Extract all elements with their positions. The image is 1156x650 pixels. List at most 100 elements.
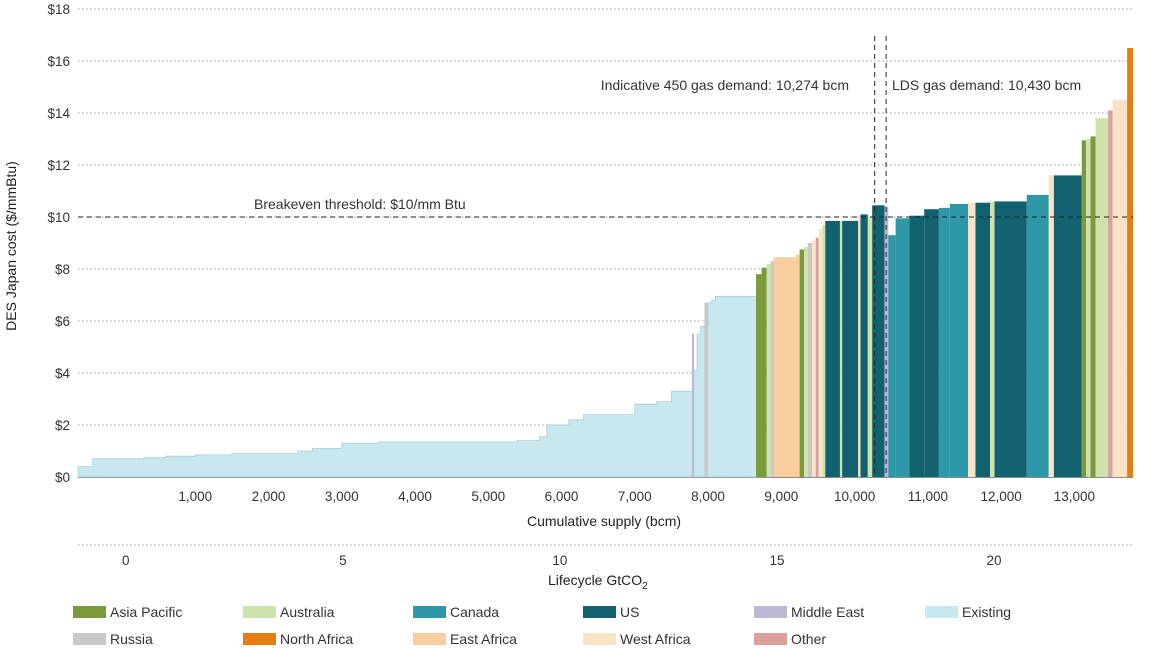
legend-label: Middle East (791, 604, 865, 620)
legend-swatch (754, 633, 787, 645)
legend-label: Russia (110, 631, 153, 647)
bar-canada (938, 207, 950, 477)
bar-australia (1086, 139, 1091, 477)
y-tick-label: $12 (47, 158, 70, 173)
legend-item: East Africa (413, 630, 517, 648)
bar-asia-pacific (761, 267, 767, 477)
bar-west-africa (968, 202, 976, 477)
x2-axis-label-subscript: 2 (642, 581, 648, 592)
bar-north-africa (1127, 48, 1133, 477)
x2-axis-ticks: 0 5 10 15 20 (122, 553, 1002, 568)
y-tick-label: $6 (55, 314, 70, 329)
legend-swatch (583, 606, 616, 618)
x-tick-label: 7,000 (618, 489, 652, 504)
legend-item: Canada (413, 603, 499, 621)
x-tick-label: 1,000 (178, 489, 212, 504)
existing-supply-area (77, 295, 760, 478)
y-axis-ticks: $0 $2 $4 $6 $8 $10 $12 $14 $16 $18 (47, 2, 70, 485)
x-tick-label: 6,000 (545, 489, 579, 504)
legend-swatch (243, 606, 276, 618)
legend-item: Australia (243, 603, 334, 621)
bar-us (1053, 175, 1082, 477)
legend-swatch (583, 633, 616, 645)
x-tick-label: 9,000 (764, 489, 798, 504)
cost-supply-chart: $0 $2 $4 $6 $8 $10 $12 $14 $16 $18 1,000 2,000 3,00… (3, 2, 1133, 592)
legend-label: Other (791, 631, 827, 647)
legend-label: Canada (450, 604, 500, 620)
demand-450-label: Indicative 450 gas demand: 10,274 bcm (601, 77, 849, 93)
y-tick-label: $8 (55, 262, 70, 277)
bar-canada (1026, 194, 1049, 477)
legend-item: Asia Pacific (73, 603, 182, 621)
legend-label: West Africa (620, 631, 691, 647)
y-axis-label: DES Japan cost ($/mmBtu) (3, 161, 19, 331)
legend-label: East Africa (450, 631, 517, 647)
x2-tick-label: 0 (122, 553, 130, 568)
y-tick-label: $2 (55, 418, 70, 433)
x2-axis-label-main: Lifecycle GtCO (548, 572, 642, 588)
bar-east-africa (774, 257, 796, 477)
legend-item: Middle East (754, 603, 864, 621)
bar-australia (990, 201, 995, 477)
bar-canada (949, 204, 969, 477)
legend-item: US (583, 603, 639, 621)
gridlines (78, 8, 1133, 546)
x2-tick-label: 5 (339, 553, 347, 568)
bar-us (860, 214, 868, 477)
x-tick-label: 10,000 (834, 489, 875, 504)
x2-tick-label: 10 (552, 553, 567, 568)
bar-russia (807, 243, 813, 477)
bar-russia (704, 302, 709, 477)
legend-item: Existing (925, 603, 1011, 621)
x-tick-label: 13,000 (1054, 489, 1095, 504)
legend-label: Asia Pacific (110, 604, 183, 620)
bar-australia (867, 217, 873, 477)
x-tick-label: 12,000 (980, 489, 1021, 504)
annotations (78, 36, 1133, 477)
legend-item: North Africa (243, 630, 353, 648)
bar-west-africa (818, 228, 823, 477)
existing-supply-area-shape (77, 295, 760, 478)
legend-swatch (413, 633, 446, 645)
breakeven-label: Breakeven threshold: $10/mm Btu (254, 196, 466, 212)
bar-west-africa (1112, 100, 1128, 477)
x-tick-label: 3,000 (325, 489, 359, 504)
bar-other (815, 237, 819, 477)
bar-australia (822, 224, 826, 477)
bar-asia-pacific (1090, 136, 1096, 477)
y-tick-label: $16 (47, 54, 70, 69)
bar-us (975, 202, 991, 477)
bar-asia-pacific (799, 249, 805, 477)
y-tick-label: $14 (47, 106, 70, 121)
bar-us (842, 220, 859, 477)
legend-swatch (243, 633, 276, 645)
bar-australia (1095, 118, 1109, 477)
bar-middle-east (691, 334, 695, 477)
legend-item: West Africa (583, 630, 691, 648)
bar-asia-pacific (1081, 140, 1087, 478)
bar-canada (895, 218, 910, 478)
bar-us (994, 201, 1027, 477)
bar-australia (766, 263, 771, 477)
legend-swatch (754, 606, 787, 618)
bar-australia (839, 220, 843, 477)
legend-item: Russia (73, 630, 153, 648)
bar-australia (804, 246, 808, 477)
bar-west-africa (1048, 175, 1054, 477)
bar-us (872, 205, 885, 478)
legend-label: Existing (962, 604, 1012, 620)
x-axis-ticks: 1,000 2,000 3,000 4,000 5,000 6,000 7,000 8,000… (178, 489, 1095, 504)
x2-tick-label: 20 (987, 553, 1002, 568)
y-tick-label: $10 (47, 210, 70, 225)
legend-swatch (73, 633, 106, 645)
bar-middle-east (884, 206, 889, 477)
y-tick-label: $0 (55, 470, 70, 485)
lds-demand-label: LDS gas demand: 10,430 bcm (892, 77, 1081, 93)
bar-us (825, 220, 840, 477)
x-tick-label: 4,000 (398, 489, 432, 504)
y-tick-label: $4 (55, 366, 71, 381)
x-tick-label: 2,000 (252, 489, 286, 504)
bar-asia-pacific (756, 274, 762, 477)
x-axis-label: Cumulative supply (bcm) (527, 513, 681, 529)
bar-russia (770, 261, 775, 477)
